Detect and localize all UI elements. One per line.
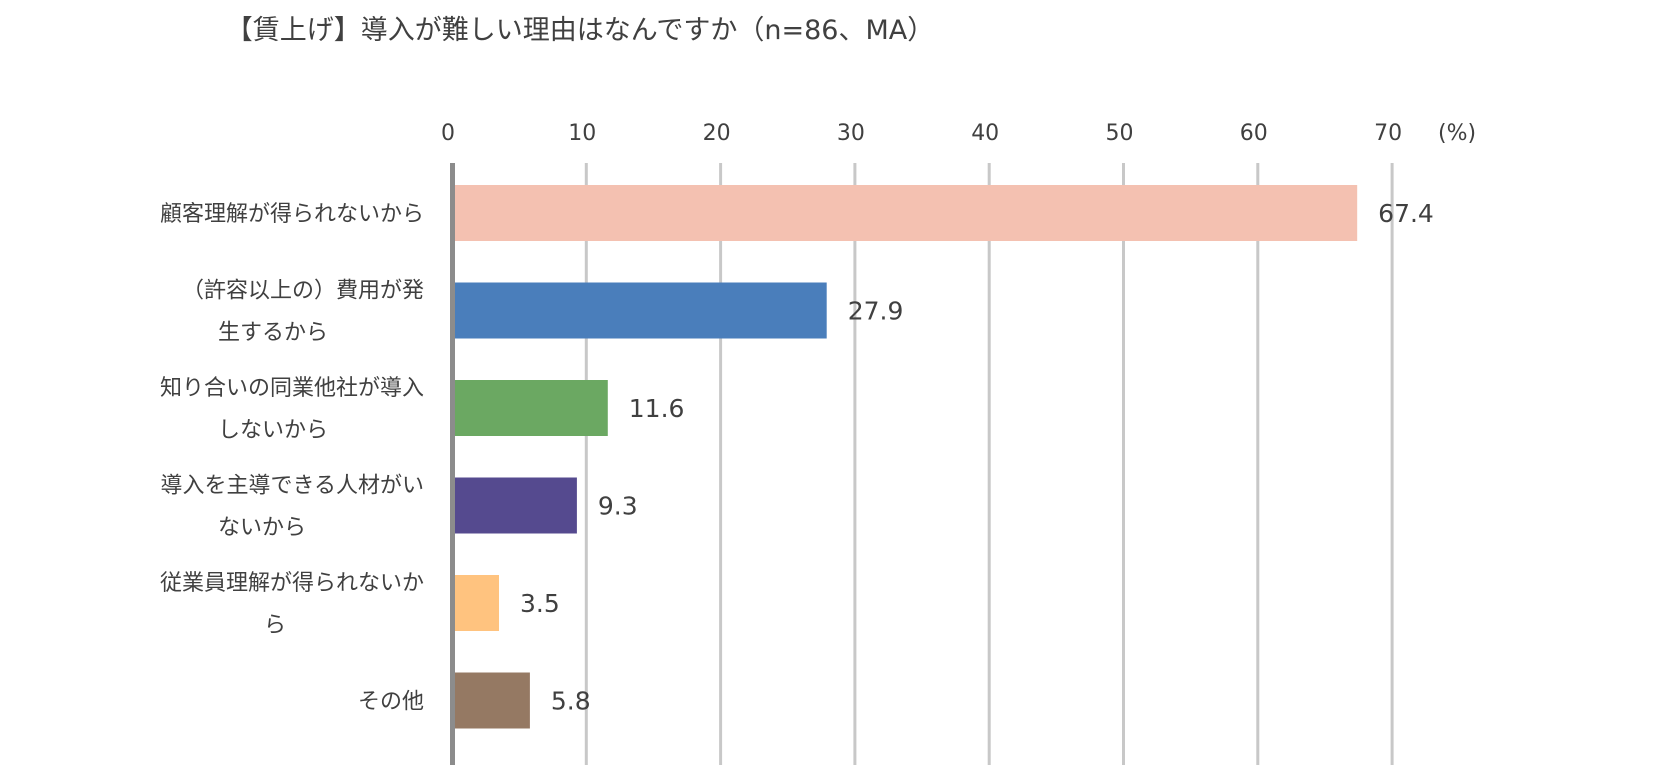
- bar: [452, 282, 827, 339]
- chart-title: 【賃上げ】導入が難しい理由はなんですか（n=86、MA）: [225, 15, 935, 46]
- data-label: 27.9: [848, 297, 904, 326]
- x-tick-label: 20: [703, 121, 731, 146]
- category-label: 生するから: [218, 321, 328, 346]
- data-labels: 67.4 27.9 11.6 9.3 3.5 5.8: [520, 199, 1434, 716]
- data-label: 67.4: [1378, 199, 1434, 228]
- category-label: 知り合いの同業他社が導入: [160, 376, 424, 401]
- bar: [452, 575, 500, 631]
- category-label: ないから: [218, 516, 306, 541]
- x-tick-label: 60: [1240, 121, 1268, 146]
- x-tick-label: 40: [971, 121, 999, 146]
- bars: [452, 185, 1358, 729]
- category-label: 顧客理解が得られないから: [160, 202, 424, 227]
- x-tick-label: 50: [1106, 121, 1134, 146]
- data-label: 9.3: [598, 492, 638, 521]
- y-axis-line: [450, 163, 455, 765]
- x-tick-label: 30: [837, 121, 865, 146]
- bar: [452, 477, 577, 534]
- data-label: 5.8: [551, 687, 591, 716]
- category-label: ら: [264, 613, 286, 638]
- x-tick-label: 10: [568, 121, 596, 146]
- category-label: （許容以上の）費用が発: [182, 279, 424, 304]
- category-label: しないから: [218, 418, 328, 443]
- x-tick-label: 0: [441, 121, 455, 146]
- gridlines: [584, 163, 1394, 765]
- data-label: 3.5: [520, 589, 560, 618]
- bar: [452, 185, 1358, 241]
- x-tick-label: 70: [1374, 121, 1402, 146]
- data-label: 11.6: [629, 394, 685, 423]
- x-axis-ticks: 0 10 20 30 40 50 60 70: [441, 121, 1402, 146]
- category-labels: 顧客理解が得られないから （許容以上の）費用が発生するから知り合いの同業他社が導入…: [160, 202, 424, 715]
- bar: [452, 672, 530, 729]
- category-label: 導入を主導できる人材がい: [160, 474, 424, 499]
- bar: [452, 380, 608, 436]
- category-label: その他: [358, 690, 424, 715]
- axis-unit-label: (%): [1438, 121, 1476, 146]
- category-label: 従業員理解が得られないか: [160, 571, 424, 596]
